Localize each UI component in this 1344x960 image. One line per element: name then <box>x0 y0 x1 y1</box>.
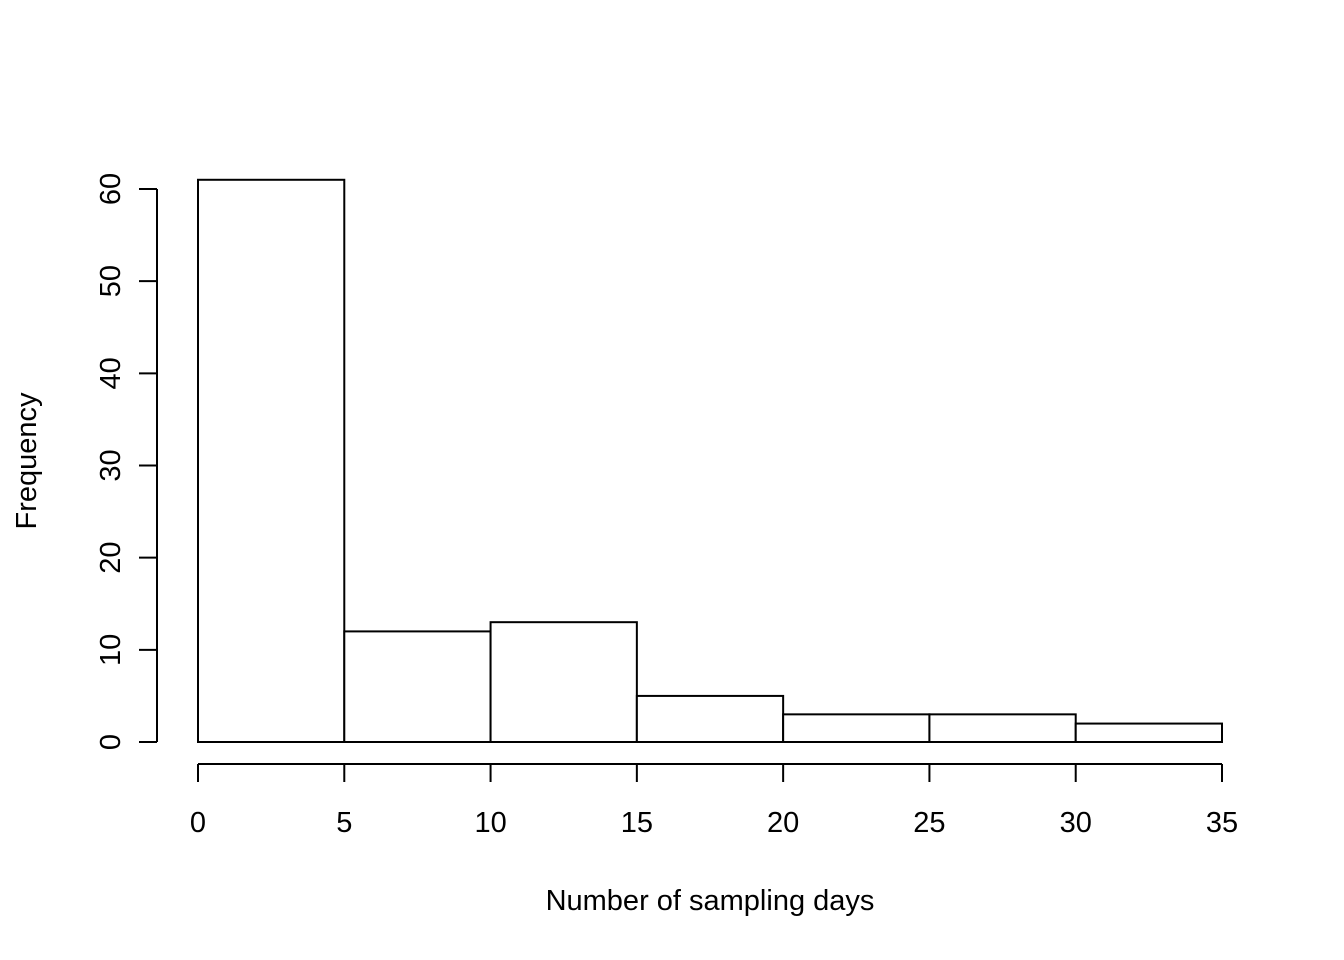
x-tick-label-4: 20 <box>767 807 799 839</box>
y-tick-label-6: 60 <box>95 173 127 205</box>
x-axis: 0 5 10 15 20 25 30 35 <box>190 763 1238 839</box>
histogram-bar-6 <box>1074 722 1223 743</box>
histogram-bar-2 <box>489 621 638 744</box>
y-tick-label-1: 10 <box>95 634 127 666</box>
y-tick-label-0: 0 <box>95 734 127 750</box>
y-tick-label-4: 40 <box>95 357 127 389</box>
x-tick-label-3: 15 <box>621 807 653 839</box>
x-tick-label-2: 10 <box>474 807 506 839</box>
histogram-bar-0 <box>197 178 346 744</box>
histogram-bar-4 <box>782 713 931 743</box>
histogram-bar-5 <box>928 713 1077 743</box>
x-tick-label-5: 25 <box>913 807 945 839</box>
x-tick-label-6: 30 <box>1060 807 1092 839</box>
histogram-bar-1 <box>343 630 492 744</box>
y-axis: 0 10 20 30 40 50 60 <box>95 173 158 750</box>
x-tick-label-1: 5 <box>336 807 352 839</box>
y-tick-label-5: 50 <box>95 265 127 297</box>
x-axis-title: Number of sampling days <box>546 885 875 917</box>
x-tick-label-7: 35 <box>1206 807 1238 839</box>
y-tick-label-2: 20 <box>95 542 127 574</box>
histogram-bars <box>197 178 1223 744</box>
histogram-bar-3 <box>635 694 785 744</box>
x-tick-label-0: 0 <box>190 807 206 839</box>
y-axis-title: Frequency <box>11 392 43 530</box>
y-tick-label-3: 30 <box>95 449 127 481</box>
